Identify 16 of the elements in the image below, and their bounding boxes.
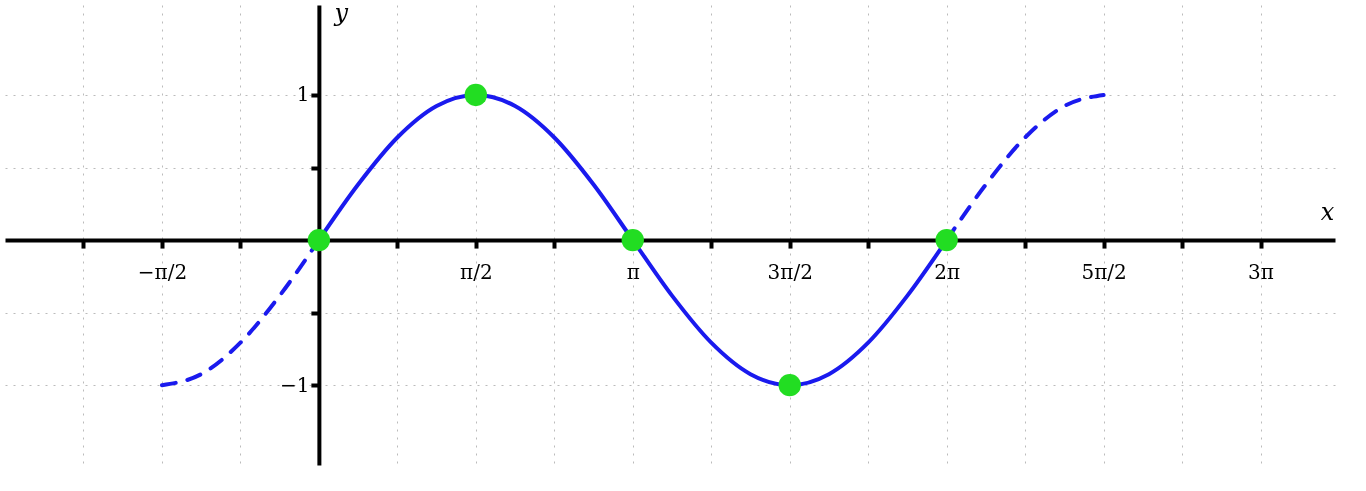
point (621, 228, 644, 252)
point (307, 228, 331, 252)
point (778, 374, 801, 397)
x-axis-title: x (1320, 197, 1335, 226)
x-tick-label: 2π (934, 259, 961, 284)
point (935, 228, 958, 252)
y-tick-label: 1 (296, 82, 310, 107)
x-tick-label: 5π/2 (1081, 259, 1127, 284)
x-tick-label: π/2 (460, 259, 493, 284)
point (464, 83, 488, 107)
x-tick-label: −π/2 (137, 259, 188, 284)
x-tick-label: 3π/2 (767, 259, 813, 284)
y-axis-title: y (333, 0, 349, 27)
x-tick-label: 3π (1248, 259, 1274, 284)
y-tick-label: −1 (279, 372, 310, 397)
x-tick-label: π (626, 259, 640, 284)
